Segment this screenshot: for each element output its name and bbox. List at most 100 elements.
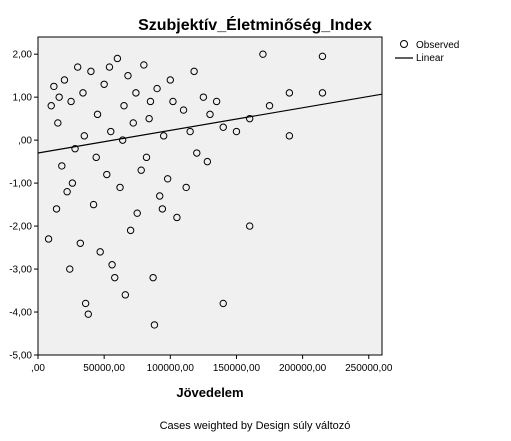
observed-point <box>67 97 75 106</box>
chart-title: Szubjektív_Életminőség_Index <box>138 15 372 34</box>
observed-point <box>212 97 221 106</box>
x-axis-title: Jövedelem <box>176 385 243 400</box>
observed-point <box>232 127 241 136</box>
plot-area <box>37 36 383 356</box>
observed-point <box>107 127 115 136</box>
observed-point <box>44 235 53 243</box>
observed-point <box>169 97 177 106</box>
observed-point <box>113 54 122 63</box>
observed-point <box>190 67 198 76</box>
observed-point <box>73 63 82 71</box>
observed-point <box>108 261 116 269</box>
y-tick-label: 1,00 <box>13 93 33 104</box>
observed-point <box>96 248 104 256</box>
observed-point <box>81 299 90 308</box>
observed-point <box>55 93 63 101</box>
x-tick-label: ,00 <box>31 363 45 374</box>
y-tick-label: -3,00 <box>9 265 32 276</box>
observed-point <box>158 205 167 213</box>
observed-point <box>163 175 172 183</box>
observed-point <box>145 114 153 123</box>
y-tick-label: -1,00 <box>9 179 32 190</box>
observed-point <box>47 102 55 110</box>
linear-fit-line <box>37 93 383 154</box>
observed-point <box>76 239 85 247</box>
observed-point <box>219 123 227 131</box>
observed-point <box>285 89 294 97</box>
observed-point <box>159 132 168 140</box>
observed-point <box>87 67 95 76</box>
observed-point <box>105 63 114 71</box>
observed-point <box>58 162 66 170</box>
legend-label-linear: Linear <box>416 53 444 64</box>
observed-point <box>66 265 74 273</box>
observed-point <box>182 183 190 192</box>
observed-point <box>50 82 58 91</box>
observed-point <box>186 127 194 136</box>
observed-point <box>203 157 212 166</box>
observed-point <box>89 200 98 209</box>
observed-point <box>259 50 267 58</box>
observed-point <box>84 310 92 318</box>
observed-point <box>68 179 77 187</box>
observed-point <box>142 153 151 162</box>
x-tick-label: 200000,00 <box>279 363 327 374</box>
observed-point <box>116 183 124 192</box>
observed-series <box>44 50 327 329</box>
observed-point <box>156 192 164 200</box>
observed-point <box>132 89 140 97</box>
observed-point <box>153 84 161 93</box>
observed-point <box>245 114 254 123</box>
y-tick-label: -5,00 <box>9 351 32 362</box>
observed-point <box>140 61 148 69</box>
observed-point <box>71 145 79 153</box>
observed-point <box>199 93 208 101</box>
observed-point <box>100 80 108 88</box>
observed-point <box>179 106 188 114</box>
observed-point <box>193 149 201 157</box>
observed-point <box>133 209 141 217</box>
observed-point <box>265 102 274 110</box>
y-tick-label: 2,00 <box>13 50 33 61</box>
observed-point <box>150 321 159 329</box>
x-tick-label: 100000,00 <box>147 363 195 374</box>
observed-point <box>52 205 61 213</box>
observed-point <box>166 76 175 84</box>
observed-point <box>80 132 89 140</box>
x-tick-label: 50000,00 <box>83 363 125 374</box>
observed-point <box>103 170 111 179</box>
observed-point <box>60 76 69 84</box>
observed-point <box>137 166 145 174</box>
observed-point <box>124 71 132 80</box>
observed-point <box>121 291 130 299</box>
observed-point <box>92 153 100 162</box>
observed-point <box>111 273 119 282</box>
x-tick-label: 150000,00 <box>213 363 261 374</box>
legend-label-observed: Observed <box>416 40 459 51</box>
observed-point <box>63 188 71 196</box>
observed-point <box>146 97 155 106</box>
observed-point <box>93 110 102 119</box>
y-tick-label: ,00 <box>18 136 32 147</box>
observed-point <box>285 132 294 140</box>
observed-point <box>318 52 327 61</box>
observed-point <box>54 119 62 127</box>
y-tick-label: -2,00 <box>9 222 32 233</box>
observed-point <box>118 136 127 144</box>
legend-marker-observed <box>400 40 408 48</box>
observed-point <box>173 213 181 222</box>
chart-footnote: Cases weighted by Design súly változó <box>160 420 351 432</box>
observed-point <box>318 89 327 97</box>
observed-point <box>206 110 214 119</box>
observed-point <box>245 222 254 230</box>
observed-point <box>126 226 135 235</box>
observed-point <box>149 273 157 282</box>
observed-point <box>129 119 137 127</box>
observed-point <box>79 89 87 97</box>
x-tick-label: 250000,00 <box>345 363 393 374</box>
observed-point <box>120 102 128 110</box>
observed-point <box>219 299 227 308</box>
y-tick-label: -4,00 <box>9 308 32 319</box>
